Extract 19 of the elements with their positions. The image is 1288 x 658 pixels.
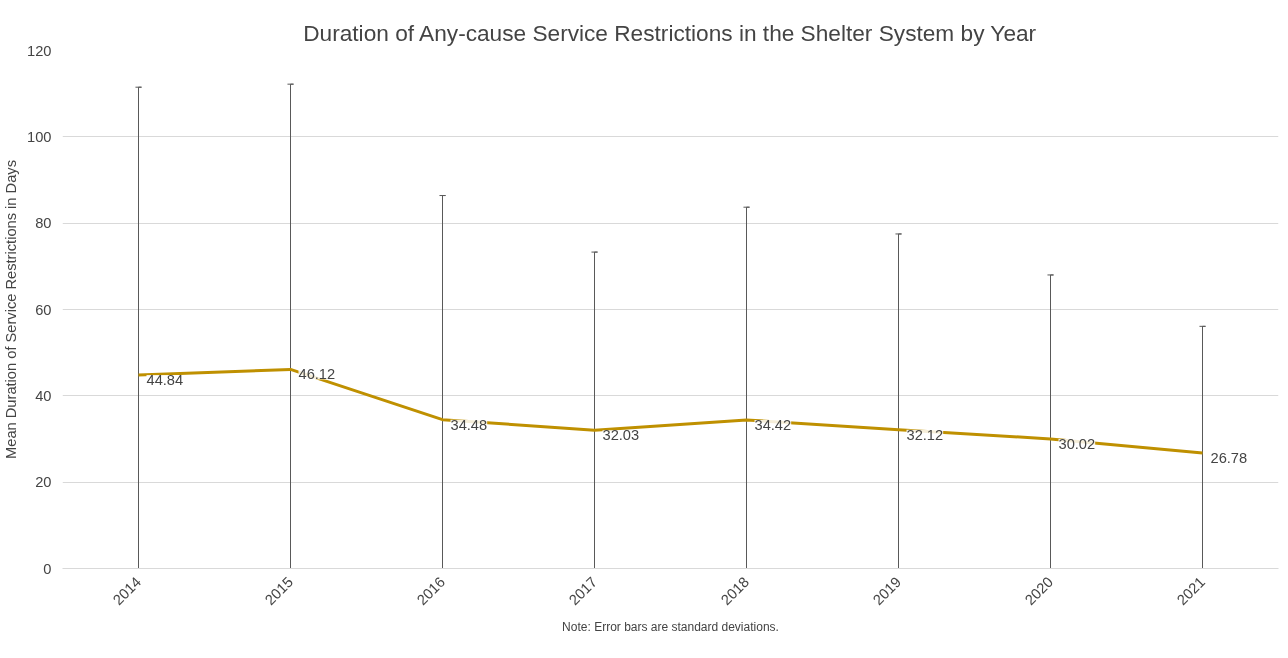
y-tick-label: 100 — [27, 128, 52, 145]
data-label: 34.48 — [450, 416, 488, 433]
chart-title: Duration of Any-cause Service Restrictions in the Shelter System by Year — [303, 19, 1037, 46]
data-label: 26.78 — [1210, 449, 1248, 466]
y-tick-label: 120 — [27, 42, 52, 59]
data-label: 30.02 — [1058, 435, 1096, 452]
y-tick-label: 20 — [35, 474, 52, 491]
data-label: 46.12 — [298, 366, 336, 383]
y-tick-label: 80 — [35, 215, 52, 232]
y-tick-label: 40 — [35, 387, 52, 404]
data-label: 44.84 — [146, 371, 184, 388]
data-label: 32.03 — [602, 427, 640, 444]
y-tick-label: 0 — [43, 560, 52, 577]
y-tick-label: 60 — [35, 301, 52, 318]
data-label: 32.12 — [906, 426, 944, 443]
line-series — [137, 367, 1204, 455]
data-label: 34.42 — [754, 416, 792, 433]
y-axis-title: Mean Duration of Service Restrictions in Days — [3, 160, 20, 459]
text: Note: Error bars are standard deviations. — [562, 619, 779, 634]
